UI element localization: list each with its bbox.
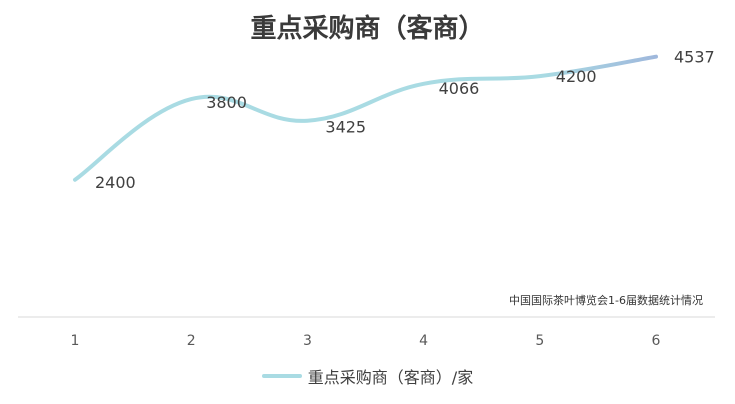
series-line	[73, 54, 658, 182]
x-tick-label: 2	[187, 333, 196, 349]
data-label: 4066	[439, 79, 480, 98]
data-point	[189, 97, 193, 101]
chart-title: 重点采购商（客商）	[250, 14, 485, 44]
legend-swatch	[261, 374, 302, 378]
chart-annotation: 中国国际茶叶博览会1-6届数据统计情况	[509, 294, 703, 307]
x-tick-label: 3	[303, 333, 312, 349]
data-point	[305, 119, 309, 123]
x-tick-label: 1	[71, 333, 80, 349]
data-point	[422, 82, 426, 86]
x-tick-label: 4	[419, 333, 428, 349]
data-label: 3800	[206, 93, 247, 112]
data-label: 4537	[674, 48, 715, 67]
data-label: 2400	[95, 173, 136, 192]
legend: 重点采购商（客商）/家	[0, 364, 735, 388]
data-label: 3425	[325, 118, 366, 137]
legend-label: 重点采购商（客商）/家	[307, 368, 474, 387]
data-label: 4200	[556, 67, 597, 86]
x-tick-label: 5	[535, 333, 544, 349]
data-point	[654, 55, 658, 59]
data-point	[73, 178, 77, 182]
x-tick-label: 6	[652, 333, 661, 349]
data-point	[538, 74, 542, 78]
